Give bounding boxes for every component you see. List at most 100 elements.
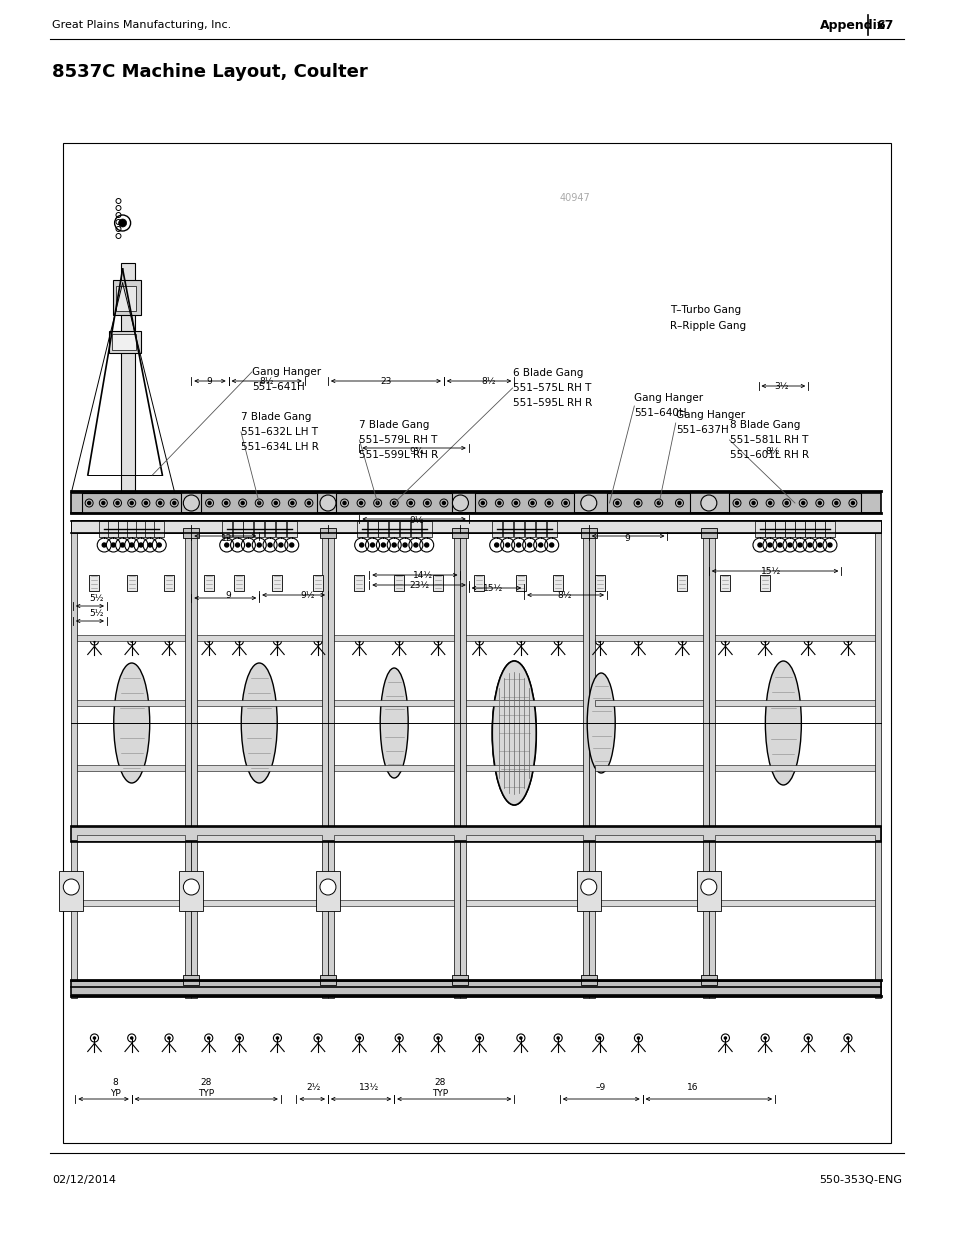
Circle shape (392, 543, 395, 547)
Circle shape (735, 501, 738, 505)
Circle shape (834, 501, 837, 505)
Bar (183, 974, 199, 986)
Circle shape (434, 637, 441, 645)
Circle shape (846, 640, 848, 642)
Bar (714, 900, 874, 906)
Bar (720, 576, 730, 592)
Circle shape (91, 637, 98, 645)
Bar (164, 576, 173, 592)
Circle shape (497, 501, 500, 505)
Bar (204, 576, 213, 592)
Bar (77, 764, 185, 771)
Circle shape (183, 495, 199, 511)
Bar (71, 981, 881, 995)
Circle shape (102, 543, 106, 547)
Bar (491, 521, 501, 537)
Bar (513, 521, 523, 537)
Bar (814, 521, 824, 537)
Bar (71, 827, 881, 841)
Bar (452, 974, 468, 986)
Bar (700, 529, 716, 538)
Bar (546, 521, 557, 537)
Circle shape (678, 501, 680, 505)
Circle shape (803, 1034, 811, 1042)
Circle shape (616, 501, 618, 505)
Circle shape (246, 543, 250, 547)
Text: 8 Blade Gang: 8 Blade Gang (729, 420, 799, 430)
Circle shape (131, 1037, 132, 1039)
Text: 6 Blade Gang: 6 Blade Gang (512, 368, 582, 378)
Circle shape (290, 543, 294, 547)
Circle shape (172, 501, 175, 505)
Circle shape (319, 879, 335, 895)
Bar (874, 534, 881, 998)
Circle shape (165, 637, 172, 645)
Circle shape (128, 637, 135, 645)
Bar (313, 576, 323, 592)
Circle shape (274, 1034, 281, 1042)
Text: 551–579L RH T: 551–579L RH T (359, 435, 437, 445)
Circle shape (481, 501, 484, 505)
Text: 551–575L RH T: 551–575L RH T (512, 383, 590, 393)
Ellipse shape (241, 663, 277, 783)
Bar (63, 143, 890, 1144)
Circle shape (850, 501, 854, 505)
Circle shape (319, 495, 335, 511)
Text: 23½: 23½ (409, 580, 429, 589)
Circle shape (397, 640, 400, 642)
Bar (460, 534, 466, 998)
Text: 12: 12 (221, 534, 233, 542)
Bar (714, 835, 874, 841)
Bar (594, 900, 702, 906)
Bar (454, 534, 460, 998)
Circle shape (563, 501, 566, 505)
Text: 551–581L RH T: 551–581L RH T (729, 435, 807, 445)
Circle shape (636, 501, 639, 505)
Bar (804, 521, 814, 537)
Text: 551–637H: 551–637H (675, 425, 728, 435)
Circle shape (316, 1037, 318, 1039)
Circle shape (505, 543, 509, 547)
Ellipse shape (492, 661, 536, 805)
Circle shape (381, 543, 385, 547)
Bar (594, 576, 604, 592)
Circle shape (519, 640, 521, 642)
Circle shape (760, 1034, 768, 1042)
Circle shape (120, 543, 125, 547)
Text: 28
TYP: 28 TYP (198, 1078, 214, 1098)
Circle shape (414, 543, 417, 547)
Circle shape (395, 637, 403, 645)
Text: 16: 16 (686, 1083, 698, 1093)
Bar (784, 521, 794, 537)
Circle shape (91, 1034, 98, 1042)
Circle shape (767, 543, 771, 547)
Circle shape (720, 637, 729, 645)
Circle shape (314, 637, 322, 645)
Bar (145, 521, 155, 537)
Bar (319, 974, 335, 986)
Circle shape (224, 501, 228, 505)
Bar (760, 576, 769, 592)
Circle shape (595, 1034, 603, 1042)
Bar (334, 700, 454, 706)
Bar (243, 521, 253, 537)
Text: Great Plains Manufacturing, Inc.: Great Plains Manufacturing, Inc. (52, 20, 231, 30)
Bar (474, 576, 484, 592)
Bar (82, 493, 181, 513)
Circle shape (358, 1037, 360, 1039)
Bar (582, 534, 588, 998)
Circle shape (554, 1034, 561, 1042)
Bar (466, 700, 582, 706)
Circle shape (549, 543, 553, 547)
Circle shape (806, 1037, 808, 1039)
Circle shape (291, 501, 294, 505)
Text: 9¾: 9¾ (409, 447, 423, 456)
Bar (117, 521, 128, 537)
Ellipse shape (492, 661, 536, 805)
Circle shape (768, 501, 771, 505)
Circle shape (355, 637, 363, 645)
Bar (466, 900, 582, 906)
Text: 8½: 8½ (481, 377, 496, 385)
Circle shape (818, 501, 821, 505)
Circle shape (557, 1037, 558, 1039)
